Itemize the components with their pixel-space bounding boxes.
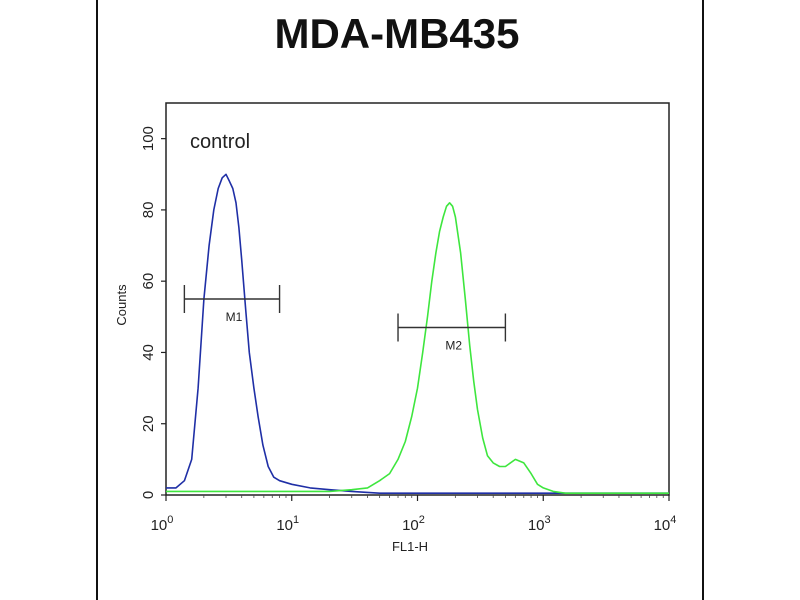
y-tick-label: 100 [140, 126, 157, 151]
x-tick-label: 101 [276, 514, 299, 534]
x-tick-base: 10 [276, 517, 293, 534]
x-tick-exponent: 2 [419, 514, 425, 526]
series-layer [166, 173, 669, 494]
x-tick-label: 102 [402, 514, 425, 534]
x-tick-label: 104 [654, 514, 677, 534]
y-tick-label: 20 [140, 415, 157, 432]
x-tick-base: 10 [654, 517, 671, 534]
marker-label: M1 [226, 310, 243, 324]
x-tick-base: 10 [528, 517, 545, 534]
x-tick-exponent: 1 [293, 514, 299, 526]
x-tick-exponent: 3 [545, 514, 551, 526]
control-annotation: control [190, 131, 250, 153]
x-tick-label: 100 [151, 514, 174, 534]
x-tick-base: 10 [402, 517, 419, 534]
x-tick-exponent: 4 [670, 514, 676, 526]
x-axis-label: FL1-H [392, 539, 428, 554]
y-tick-label: 80 [140, 202, 157, 219]
y-tick-label: 40 [140, 344, 157, 361]
x-tick-exponent: 0 [167, 514, 173, 526]
marker-label: M2 [445, 339, 462, 353]
chart-title: MDA-MB435 [274, 10, 519, 57]
y-tick-label: 0 [140, 491, 157, 499]
y-axis-label: Counts [114, 284, 129, 326]
x-tick-label: 103 [528, 514, 551, 534]
x-axis-ticks: 100 101 102 103 104 [151, 495, 677, 534]
series-line-2 [166, 202, 669, 494]
series-line-1 [166, 173, 669, 494]
y-axis-ticks: 0 20 40 60 80 100 [140, 126, 166, 499]
x-tick-base: 10 [151, 517, 168, 534]
gate-markers: M1 M2 [183, 285, 507, 353]
y-tick-label: 60 [140, 273, 157, 290]
